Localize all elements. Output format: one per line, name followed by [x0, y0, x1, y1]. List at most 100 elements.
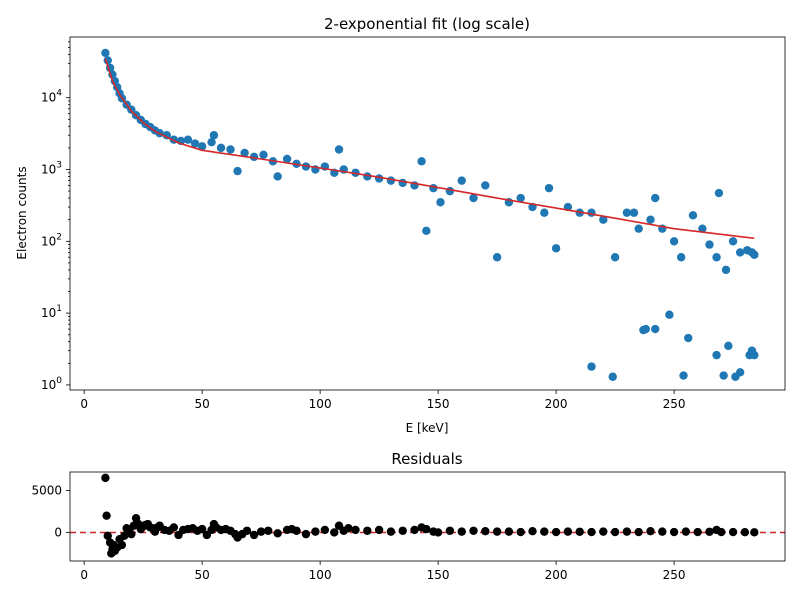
residual-point — [433, 528, 443, 537]
x-tick-label: 150 — [427, 397, 450, 411]
residual-point — [169, 523, 179, 532]
residual-point — [457, 527, 466, 536]
data-point — [684, 333, 693, 343]
residual-point — [117, 540, 127, 550]
residual-point — [127, 529, 136, 539]
data-point — [445, 186, 455, 196]
fit-plot-title: 2-exponential fit (log scale) — [324, 15, 530, 33]
data-point — [676, 253, 686, 262]
data-point — [712, 253, 721, 262]
data-point — [665, 310, 674, 319]
y-tick-label: 101 — [41, 304, 62, 320]
residual-point — [634, 527, 643, 537]
residual-point — [351, 525, 360, 535]
residual-point — [481, 526, 490, 536]
data-point — [634, 224, 643, 233]
residual-point — [301, 529, 311, 539]
fit-curve — [104, 58, 755, 240]
x-tick-label: 250 — [663, 397, 686, 411]
residual-point — [469, 526, 478, 535]
residual-x-tick-label: 150 — [427, 568, 450, 582]
data-point — [735, 248, 745, 257]
residual-point — [705, 527, 714, 536]
residual-point — [504, 527, 514, 536]
residuals-panel: Residuals 0 50 100 150 200 250 0 5000 — [31, 450, 786, 582]
residual-point — [587, 527, 596, 537]
data-point — [712, 350, 721, 360]
data-point — [599, 215, 608, 224]
residual-point — [693, 527, 702, 537]
residual-point — [264, 526, 273, 535]
data-point — [587, 208, 596, 217]
data-point — [719, 371, 728, 380]
residual-point — [120, 531, 129, 541]
data-point — [101, 48, 110, 58]
residual-x-tick-label: 0 — [80, 568, 88, 582]
data-point — [651, 193, 660, 203]
residual-point — [445, 526, 455, 535]
residual-point — [103, 531, 112, 541]
data-point — [422, 226, 431, 236]
data-point — [183, 135, 193, 144]
fit-curve-group — [104, 58, 755, 240]
y-tick-label: 104 — [41, 89, 62, 105]
data-point — [735, 368, 745, 377]
y-tick-label: 103 — [41, 160, 62, 176]
residual-y-tick-label: 5000 — [31, 483, 62, 497]
data-point — [639, 325, 648, 335]
residual-point — [740, 528, 750, 537]
residual-point — [622, 527, 632, 536]
fit-plot-frame — [69, 36, 786, 391]
y-tick-label: 102 — [41, 232, 62, 248]
residual-point — [528, 526, 537, 536]
residual-point — [717, 527, 726, 537]
residual-point — [398, 526, 407, 535]
residuals-ticks: 0 50 100 150 200 250 0 5000 — [31, 483, 685, 582]
data-point — [646, 215, 655, 224]
x-tick-label: 50 — [195, 397, 210, 411]
data-point — [209, 131, 219, 140]
residual-point — [197, 524, 207, 534]
data-point — [728, 237, 738, 246]
data-point — [540, 208, 549, 217]
residual-point — [330, 528, 339, 537]
data-point — [608, 372, 617, 381]
x-tick-label: 100 — [309, 397, 332, 411]
residual-point — [551, 527, 561, 537]
residual-point — [242, 526, 252, 535]
residual-x-tick-label: 200 — [545, 568, 568, 582]
data-point — [669, 237, 679, 246]
residual-point — [658, 527, 667, 536]
data-point — [610, 253, 620, 262]
residual-x-tick-label: 100 — [309, 568, 332, 582]
residual-point — [575, 527, 584, 536]
residual-point — [669, 527, 679, 537]
data-point — [629, 208, 639, 217]
residual-point — [273, 529, 282, 538]
data-point — [516, 193, 525, 203]
data-point — [429, 183, 438, 193]
residual-point — [410, 525, 419, 535]
residual-x-tick-label: 250 — [663, 568, 686, 582]
residual-point — [681, 527, 691, 536]
residual-points — [101, 473, 759, 558]
y-tick-label: 100 — [41, 376, 62, 392]
fit-plot-ticks: 0 50 100 150 200 250 100 101 102 103 104 — [41, 41, 686, 411]
residual-point — [344, 524, 353, 533]
residual-point — [516, 527, 525, 537]
data-point — [721, 265, 731, 275]
residual-point — [563, 527, 573, 536]
data-point — [334, 145, 344, 154]
data-point — [587, 362, 596, 371]
data-point — [436, 198, 445, 207]
data-point — [457, 176, 466, 185]
data-point — [651, 324, 660, 334]
data-point — [622, 208, 632, 217]
fit-plot-ylabel: Electron counts — [15, 166, 29, 259]
residual-point — [374, 525, 384, 535]
residual-point — [492, 527, 502, 536]
data-point — [233, 166, 242, 176]
data-point — [724, 341, 733, 351]
residuals-frame — [69, 471, 786, 562]
